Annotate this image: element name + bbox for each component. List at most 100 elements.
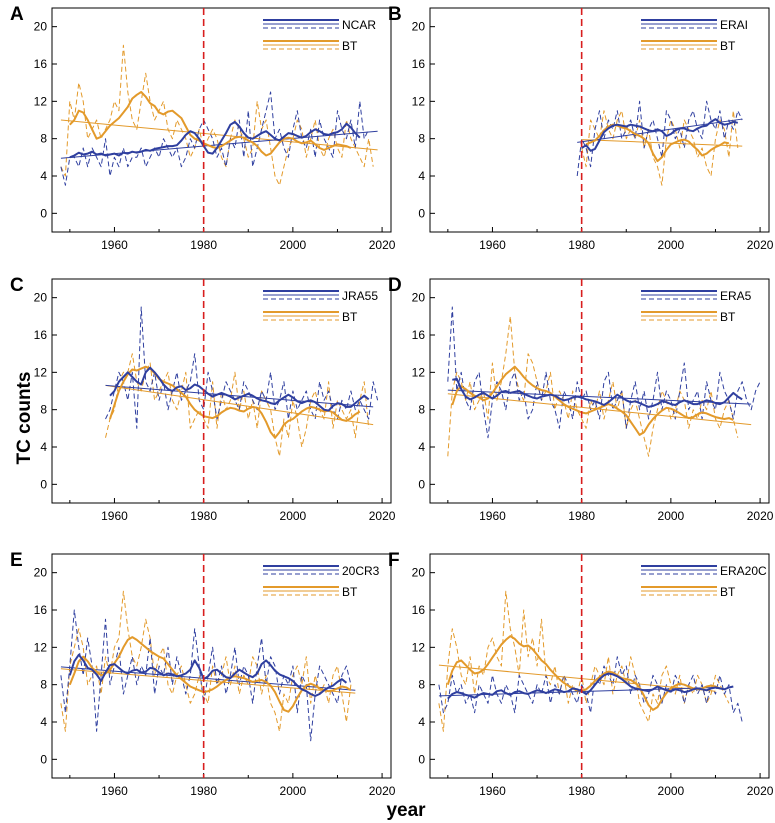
x-tick-label: 1960 (101, 509, 128, 523)
y-tick-label: 0 (418, 206, 425, 220)
y-tick-label: 8 (40, 678, 47, 692)
series-ncar (60, 91, 370, 186)
series-era5-running-mean (452, 377, 743, 408)
legend-reanalysis-label: ERAI (720, 18, 748, 32)
y-tick-label: 20 (412, 20, 426, 34)
series-ncar-running-mean (69, 120, 361, 159)
x-tick-label: 2020 (747, 238, 774, 252)
y-tick-label: 4 (418, 169, 425, 183)
plot-frame (429, 278, 770, 504)
y-tick-label: 16 (34, 57, 48, 71)
plot-area (60, 44, 378, 186)
panel-f: 0 4 8 12 16 20 1960 1980 2000 2020 ERA20C BT F (388, 550, 774, 798)
x-tick-label: 2020 (369, 238, 396, 252)
legend-bt-label: BT (342, 39, 358, 53)
x-tick-label: 1960 (479, 509, 506, 523)
x-tick-label: 1980 (190, 509, 217, 523)
series-jra55-running-mean (109, 366, 370, 412)
panel-letter: B (388, 4, 402, 25)
series-bt-running-mean (451, 365, 734, 436)
y-tick-label: 0 (40, 477, 47, 491)
panel-a: 0 4 8 12 16 20 1960 1980 2000 2020 NCAR BT A (10, 4, 396, 252)
legend-bt-label: BT (720, 39, 736, 53)
x-tick-label: 1960 (479, 784, 506, 798)
series-bt-trend (438, 664, 716, 692)
plot-area (576, 100, 743, 186)
panel-letter: D (388, 275, 402, 296)
panel-c: 0 4 8 12 16 20 1960 1980 2000 2020 JRA55 BT C (10, 275, 396, 523)
series-era5-trend (447, 389, 752, 405)
series-bt-trend (105, 384, 374, 426)
series-era20c-running-mean (447, 672, 734, 700)
panel-letter: F (388, 550, 400, 571)
y-tick-label: 8 (418, 132, 425, 146)
x-tick-label: 1980 (190, 238, 217, 252)
y-tick-label: 16 (34, 603, 48, 617)
x-tick-label: 2000 (280, 509, 307, 523)
y-tick-label: 16 (412, 603, 426, 617)
y-tick-label: 4 (40, 440, 47, 454)
series-bt-running-mean (446, 635, 721, 711)
y-tick-label: 16 (412, 57, 426, 71)
y-tick-label: 12 (412, 365, 426, 379)
y-tick-label: 4 (40, 169, 47, 183)
x-axis-label: year (386, 800, 426, 821)
x-tick-label: 2000 (658, 784, 685, 798)
y-tick-label: 12 (34, 640, 48, 654)
plot-area (105, 306, 379, 457)
series-bt (105, 353, 370, 457)
legend-bt-label: BT (342, 585, 358, 599)
panel-e: 0 4 8 12 16 20 1960 1980 2000 2020 20CR3 BT E (10, 550, 396, 798)
legend-bt-label: BT (720, 585, 736, 599)
series-bt (60, 44, 374, 186)
series-erai-running-mean (581, 118, 738, 152)
x-tick-label: 1960 (479, 238, 506, 252)
series-bt (447, 315, 739, 457)
y-tick-label: 20 (412, 291, 426, 305)
x-tick-label: 1980 (568, 238, 595, 252)
panel-d: 0 4 8 12 16 20 1960 1980 2000 2020 ERA5 BT D (388, 275, 774, 523)
x-tick-label: 2000 (280, 784, 307, 798)
x-tick-label: 1980 (568, 784, 595, 798)
series-20cr3 (60, 609, 352, 742)
legend-bt-label: BT (720, 310, 736, 324)
panel-letter: C (10, 275, 24, 296)
legend-reanalysis-label: ERA20C (720, 564, 767, 578)
panel-b: 0 4 8 12 16 20 1960 1980 2000 2020 ERAI BT B (388, 4, 774, 252)
x-tick-label: 2020 (369, 509, 396, 523)
series-bt-running-mean (109, 365, 361, 439)
series-bt (60, 590, 352, 732)
series-bt-trend (60, 668, 356, 694)
y-tick-label: 20 (412, 566, 426, 580)
x-tick-label: 2000 (658, 238, 685, 252)
x-tick-label: 2020 (369, 784, 396, 798)
y-tick-label: 16 (412, 328, 426, 342)
series-bt-running-mean (585, 123, 730, 163)
plot-area (60, 590, 356, 742)
plot-frame (51, 278, 392, 504)
series-jra55-trend (105, 384, 374, 408)
y-axis-label: TC counts (14, 372, 35, 465)
legend-reanalysis-label: JRA55 (342, 289, 378, 303)
y-tick-label: 0 (40, 752, 47, 766)
y-tick-label: 20 (34, 566, 48, 580)
plot-frame (429, 7, 770, 233)
plot-frame (51, 7, 392, 233)
plot-area (438, 590, 743, 732)
series-bt-trend (447, 393, 752, 426)
y-tick-label: 0 (418, 477, 425, 491)
plot-area (447, 306, 761, 457)
y-tick-label: 4 (418, 715, 425, 729)
y-tick-label: 20 (34, 291, 48, 305)
panel-letter: E (10, 550, 23, 571)
series-erai (576, 100, 743, 177)
series-20cr3-running-mean (68, 653, 348, 697)
y-tick-label: 8 (40, 403, 47, 417)
series-bt-running-mean (69, 91, 352, 157)
x-tick-label: 1960 (101, 238, 128, 252)
series-20cr3-trend (60, 666, 356, 691)
y-tick-label: 12 (412, 640, 426, 654)
y-tick-label: 0 (418, 752, 425, 766)
